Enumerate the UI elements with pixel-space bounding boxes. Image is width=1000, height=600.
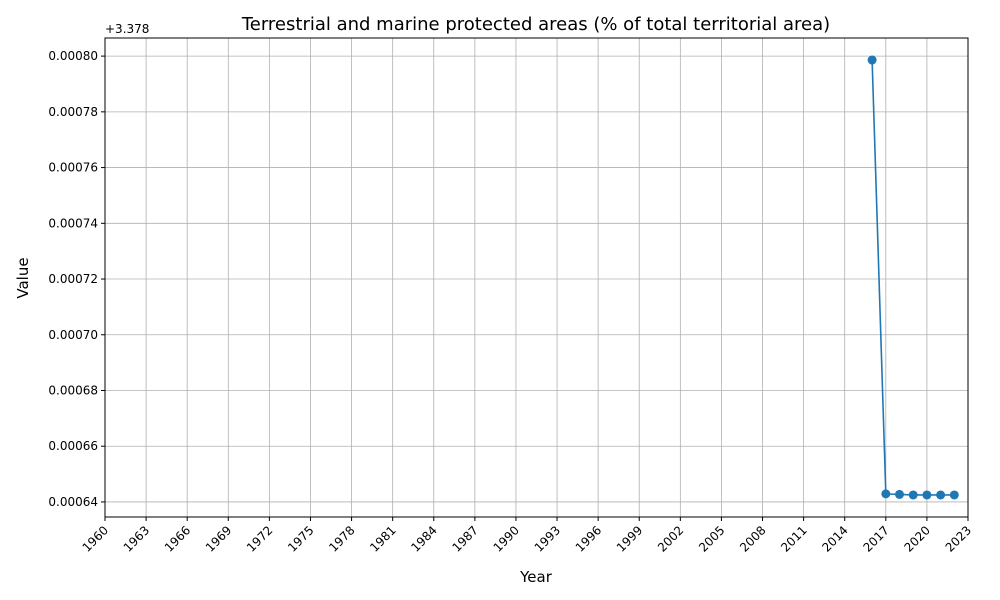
x-tick-label: 1963 xyxy=(121,523,152,554)
x-tick-label: 1999 xyxy=(614,523,645,554)
y-tick-label: 0.00072 xyxy=(48,272,98,286)
x-tick-label: 2023 xyxy=(943,523,974,554)
marker xyxy=(867,55,877,65)
x-tick-label: 2014 xyxy=(819,523,850,554)
y-tick-label: 0.00076 xyxy=(48,161,98,175)
marker xyxy=(881,489,891,499)
x-tick-label: 2020 xyxy=(902,523,933,554)
marker xyxy=(908,490,918,500)
x-tick-label: 1996 xyxy=(573,523,604,554)
x-tick-label: 1975 xyxy=(285,523,316,554)
marker xyxy=(922,490,932,500)
x-tick-label: 2005 xyxy=(696,523,727,554)
y-tick-label: 0.00080 xyxy=(48,49,98,63)
y-tick-label: 0.00074 xyxy=(48,216,98,230)
y-tick-label: 0.00070 xyxy=(48,328,98,342)
x-tick-label: 1984 xyxy=(408,523,439,554)
x-axis-label: Year xyxy=(519,568,553,586)
x-tick-label: 1993 xyxy=(532,523,563,554)
x-tick-label: 1978 xyxy=(326,523,357,554)
y-tick-label: 0.00078 xyxy=(48,105,98,119)
x-tick-label: 1990 xyxy=(491,523,522,554)
marker xyxy=(936,490,946,500)
chart-title: Terrestrial and marine protected areas (… xyxy=(241,14,830,35)
y-tick-label: 0.00066 xyxy=(48,439,98,453)
x-tick-label: 2017 xyxy=(860,523,891,554)
x-tick-label: 1981 xyxy=(367,523,398,554)
x-tick-label: 2002 xyxy=(655,523,686,554)
marker xyxy=(895,489,905,499)
marker xyxy=(949,490,959,500)
x-tick-label: 1969 xyxy=(203,523,234,554)
y-offset-label: +3.378 xyxy=(105,22,149,36)
plot-frame xyxy=(104,37,969,518)
x-tick-label: 1960 xyxy=(80,523,111,554)
x-tick-label: 1966 xyxy=(162,523,193,554)
x-tick-label: 1987 xyxy=(449,523,480,554)
x-tick-label: 2008 xyxy=(737,523,768,554)
x-tick-label: 1972 xyxy=(244,523,275,554)
line xyxy=(871,59,955,496)
y-tick-label: 0.00068 xyxy=(48,383,98,397)
x-tick-label: 2011 xyxy=(778,523,809,554)
y-axis-label: Value xyxy=(14,257,32,298)
y-tick-label: 0.00064 xyxy=(48,495,98,509)
